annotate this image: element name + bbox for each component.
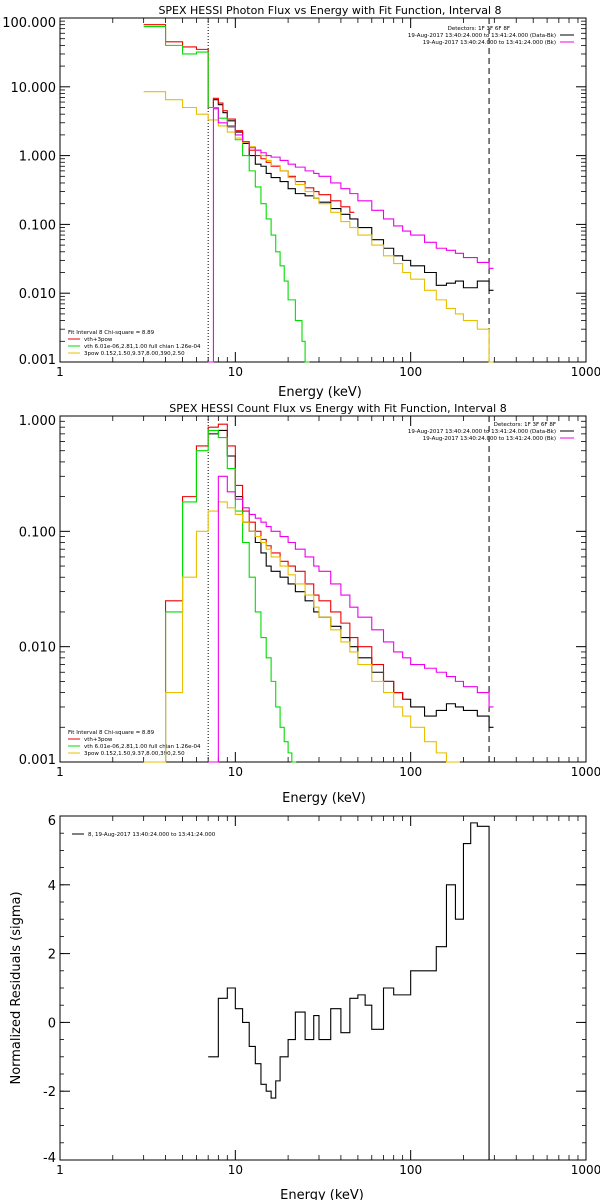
y-tick-label: 2 (48, 948, 56, 963)
panel-photon-flux: SPEX HESSI Photon Flux vs Energy with Fi… (2, 4, 600, 400)
x-tick-label: 1000 (571, 365, 600, 379)
legend-detectors: Detectors: 1F 3F 6F 8F (494, 422, 556, 428)
plot-frame (59, 17, 587, 363)
chart-title: SPEX HESSI Count Flux vs Energy with Fit… (169, 402, 506, 415)
panel-residuals: 8, 19-Aug-2017 13:40:24.000 to 13:41:24.… (9, 814, 600, 1200)
y-tick-label: 100.000 (2, 16, 56, 31)
x-tick-label: 1000 (571, 1163, 600, 1177)
legend: 8, 19-Aug-2017 13:40:24.000 to 13:41:24.… (72, 832, 216, 838)
x-tick-label: 1 (56, 765, 64, 779)
x-axis-label: Energy (keV) (278, 385, 362, 400)
y-tick-label: 10.000 (11, 81, 57, 96)
x-tick-label: 10 (228, 365, 243, 379)
y-tick-label: 0.010 (19, 641, 56, 656)
series-line-1 (143, 423, 408, 763)
chart-title: SPEX HESSI Photon Flux vs Energy with Fi… (158, 4, 501, 17)
x-tick-label: 10 (228, 765, 243, 779)
legend-top-right: Detectors: 1F 3F 6F 8F 19-Aug-2017 13:40… (408, 422, 574, 442)
legend-bottom-left: Fit Interval 8 Chi-square = 8.89 vth+3po… (68, 330, 201, 357)
y-tick-label: 0.100 (19, 525, 56, 540)
y-axis-label: Normalized Residuals (sigma) (9, 891, 24, 1084)
series-line-4 (208, 108, 494, 363)
series-line-0 (208, 822, 494, 1161)
x-tick-label: 1000 (571, 765, 600, 779)
y-tick-label: 6 (48, 814, 56, 829)
plot-frame (59, 415, 587, 763)
series-line-0 (208, 429, 494, 728)
y-tick-label: 1.000 (19, 150, 56, 165)
legend-data-bk: 19-Aug-2017 13:40:24.000 to 13:41:24.000… (408, 429, 556, 435)
legend-fit-interval: Fit Interval 8 Chi-square = 8.89 (68, 730, 155, 736)
x-tick-label: 1 (56, 365, 64, 379)
series-line-0 (208, 99, 494, 291)
series-line-2 (143, 429, 297, 763)
series-line-3 (143, 91, 494, 363)
panel-count-flux: SPEX HESSI Count Flux vs Energy with Fit… (19, 402, 600, 806)
y-tick-label: 0.001 (19, 353, 56, 368)
legend-top-right: Detectors: 1F 3F 6F 8F 19-Aug-2017 13:40… (408, 26, 574, 46)
x-axis-label: Energy (keV) (282, 791, 366, 806)
y-tick-label: 0 (48, 1016, 56, 1031)
x-axis-label: Energy (keV) (280, 1188, 364, 1200)
legend-bottom-left: Fit Interval 8 Chi-square = 8.89 vth+3po… (68, 730, 201, 757)
x-tick-label: 100 (399, 765, 422, 779)
legend-fit-interval: Fit Interval 8 Chi-square = 8.89 (68, 330, 155, 336)
series-line-3 (143, 501, 460, 763)
legend-3pow: 3pow 0.152,1.50,9.37,8.00,390,2.50 (84, 751, 185, 757)
y-tick-label: 4 (48, 879, 56, 894)
legend-label: 8, 19-Aug-2017 13:40:24.000 to 13:41:24.… (88, 832, 216, 838)
legend-data-bk: 19-Aug-2017 13:40:24.000 to 13:41:24.000… (408, 33, 556, 39)
legend-total: vth+3pow (84, 337, 113, 343)
y-tick-label: 1.000 (19, 414, 56, 429)
legend-vth: vth 6.01e-06,2.81,1.00 full chian 1.26e-… (84, 744, 201, 750)
series-line-2 (143, 26, 310, 363)
y-tick-label: -4 (43, 1151, 56, 1166)
x-tick-label: 100 (399, 365, 422, 379)
y-tick-label: 0.010 (19, 287, 56, 302)
y-tick-label: -2 (43, 1085, 56, 1100)
x-tick-label: 1 (56, 1163, 64, 1177)
legend-detectors: Detectors: 1F 3F 6F 8F (448, 26, 510, 32)
series-line-1 (143, 24, 355, 213)
y-tick-label: 0.100 (19, 218, 56, 233)
legend-vth: vth 6.01e-06,2.81,1.00 full chian 1.26e-… (84, 344, 201, 350)
x-tick-label: 10 (228, 1163, 243, 1177)
plot-frame (59, 815, 587, 1161)
legend-3pow: 3pow 0.152,1.50,9.37,8.00,390,2.50 (84, 351, 185, 357)
x-tick-label: 100 (399, 1163, 422, 1177)
series-line-4 (208, 475, 494, 763)
legend-total: vth+3pow (84, 737, 113, 743)
y-tick-label: 0.001 (19, 753, 56, 768)
